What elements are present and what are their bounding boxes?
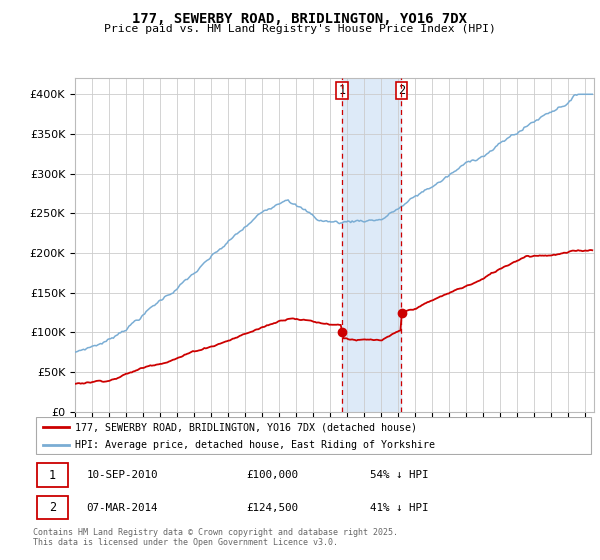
FancyBboxPatch shape [37, 496, 68, 520]
Text: 177, SEWERBY ROAD, BRIDLINGTON, YO16 7DX (detached house): 177, SEWERBY ROAD, BRIDLINGTON, YO16 7DX… [75, 422, 417, 432]
Text: 177, SEWERBY ROAD, BRIDLINGTON, YO16 7DX: 177, SEWERBY ROAD, BRIDLINGTON, YO16 7DX [133, 12, 467, 26]
Text: HPI: Average price, detached house, East Riding of Yorkshire: HPI: Average price, detached house, East… [75, 440, 435, 450]
Text: 1: 1 [49, 469, 56, 482]
Text: 07-MAR-2014: 07-MAR-2014 [86, 502, 158, 512]
Text: £100,000: £100,000 [246, 470, 298, 480]
FancyBboxPatch shape [37, 463, 68, 487]
Text: 2: 2 [398, 84, 405, 97]
Text: Contains HM Land Registry data © Crown copyright and database right 2025.
This d: Contains HM Land Registry data © Crown c… [33, 528, 398, 547]
Text: Price paid vs. HM Land Registry's House Price Index (HPI): Price paid vs. HM Land Registry's House … [104, 24, 496, 34]
FancyBboxPatch shape [36, 417, 591, 454]
Text: 54% ↓ HPI: 54% ↓ HPI [370, 470, 428, 480]
Text: 1: 1 [338, 84, 346, 97]
Text: £124,500: £124,500 [246, 502, 298, 512]
Bar [342, 78, 401, 412]
Text: 10-SEP-2010: 10-SEP-2010 [86, 470, 158, 480]
Text: 41% ↓ HPI: 41% ↓ HPI [370, 502, 428, 512]
Text: 2: 2 [49, 501, 56, 514]
